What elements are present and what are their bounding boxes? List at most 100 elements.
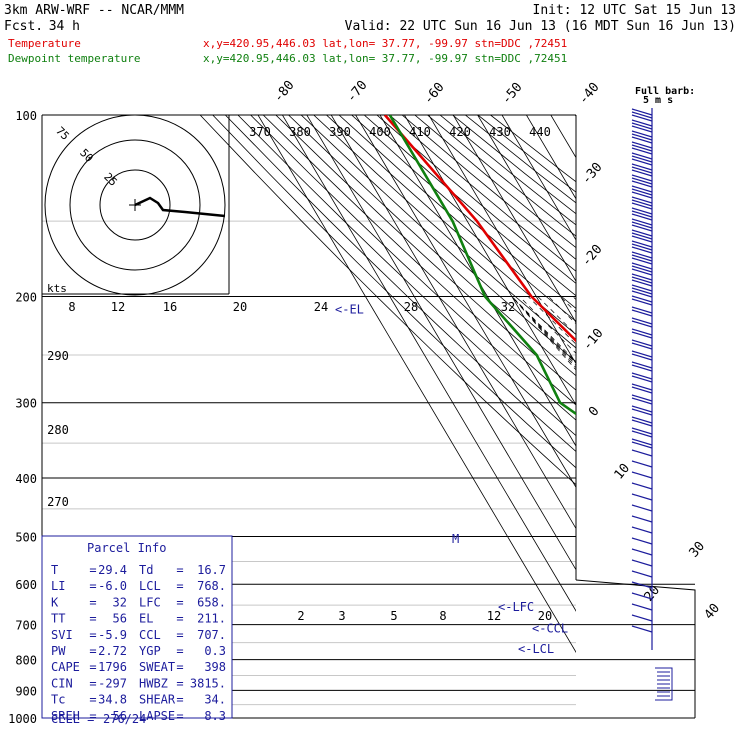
wind-barbs xyxy=(631,108,673,701)
parcel-label: CCL xyxy=(139,628,161,642)
isotherm xyxy=(403,115,576,406)
wind-barb xyxy=(631,515,653,523)
wind-barb xyxy=(631,526,653,534)
hodo-ring-label: 75 xyxy=(53,124,72,143)
dry-adiabat xyxy=(490,115,576,183)
moist-adiabat xyxy=(511,296,576,371)
wind-barb xyxy=(631,196,653,204)
wind-barb xyxy=(631,441,653,449)
wind-barb xyxy=(631,114,653,122)
wind-barb xyxy=(631,438,653,446)
wind-barb xyxy=(631,125,653,133)
wind-barb xyxy=(631,268,653,276)
dry-adiabat xyxy=(401,115,576,260)
init-time: Init: 12 UTC Sat 15 Jun 13 xyxy=(533,3,737,18)
annotation-m: M xyxy=(452,532,459,546)
parcel-value: 34. xyxy=(204,693,226,707)
parcel-value: 2.72 xyxy=(98,644,127,658)
parcel-value: 56 xyxy=(113,612,127,626)
parcel-value: 29.4 xyxy=(98,563,127,577)
parcel-value: 211. xyxy=(197,612,226,626)
isotherm-label: 30 xyxy=(687,539,709,561)
parcel-equals: = xyxy=(89,563,96,577)
wind-barb xyxy=(631,207,653,215)
parcel-value: 16.7 xyxy=(197,563,226,577)
wind-barb xyxy=(631,581,653,589)
wind-barb xyxy=(631,383,653,391)
wind-barb xyxy=(631,284,653,292)
parcel-label: SHEAR xyxy=(139,693,176,707)
cell-label: CELL = xyxy=(51,712,94,726)
pressure-tick-label: 1000 xyxy=(8,712,37,726)
parcel-value: 3815. xyxy=(190,676,226,690)
parcel-label: Td xyxy=(139,563,153,577)
moist-adiabat xyxy=(511,296,576,367)
wind-barb xyxy=(631,119,653,127)
wind-barb xyxy=(631,202,653,210)
wind-barb xyxy=(631,141,653,149)
wind-barb xyxy=(631,350,653,358)
wind-barb xyxy=(631,243,653,251)
pressure-tick-label: 900 xyxy=(15,684,37,698)
dry-adiabat xyxy=(452,115,576,215)
dry-adiabat xyxy=(477,115,576,193)
parcel-info-panel: Parcel Info T 29.4 Td 16.7 = = LI -6.0 LCL 768. = =… xyxy=(41,535,233,726)
wind-barb xyxy=(631,306,653,314)
parcel-label: K xyxy=(51,595,59,609)
wind-barb xyxy=(631,430,653,438)
wind-scale-label: Full barb: xyxy=(635,86,695,97)
wind-barb xyxy=(631,394,653,402)
speed-tick-label: 16 xyxy=(163,300,177,314)
parcel-info-title: Parcel Info xyxy=(87,541,166,555)
parcel-value: 707. xyxy=(197,628,226,642)
annotation-lcl: <-LCL xyxy=(518,642,554,656)
pressure-tick-label: 300 xyxy=(15,397,37,411)
isotherm xyxy=(477,115,576,283)
dry-adiabat xyxy=(262,115,576,406)
wind-barb xyxy=(631,254,653,262)
temperature-line xyxy=(383,115,576,343)
parcel-equals: = xyxy=(89,579,96,593)
wind-barb xyxy=(631,147,653,155)
pressure-tick-label: 100 xyxy=(15,109,37,123)
wind-barb xyxy=(631,295,653,303)
level-annotations: <-EL <-LFC <-CCL <-LCL M xyxy=(335,302,568,656)
wind-barb xyxy=(631,592,653,600)
wind-barb xyxy=(631,372,653,380)
wind-barb xyxy=(631,246,653,254)
wind-barb xyxy=(631,130,653,138)
wind-barb xyxy=(631,235,653,243)
moist-adiabat xyxy=(511,296,576,369)
parcel-value: 658. xyxy=(197,595,226,609)
wind-barb xyxy=(631,229,653,237)
theta-label: 430 xyxy=(489,125,511,139)
wind-barb xyxy=(631,504,653,512)
dry-adiabat xyxy=(237,115,576,437)
isotherm-label: -50 xyxy=(499,80,526,108)
parcel-equals: = xyxy=(89,693,96,707)
wind-barb xyxy=(631,386,653,394)
wind-barb xyxy=(631,144,653,152)
wind-barb xyxy=(631,353,653,361)
wind-barb xyxy=(631,276,653,284)
speed-tick-label: 8 xyxy=(68,300,75,314)
parcel-label: T xyxy=(51,563,58,577)
pressure-tick-label: 800 xyxy=(15,654,37,668)
pressure-tick-label: 400 xyxy=(15,472,37,486)
parcel-value: -6.0 xyxy=(98,579,127,593)
wind-barb xyxy=(631,309,653,317)
wind-barb xyxy=(631,158,653,166)
mixing-ratio-label: 12 xyxy=(487,609,501,623)
hodo-kts-label: kts xyxy=(47,282,67,295)
wind-barb xyxy=(631,559,653,567)
wind-barb xyxy=(631,331,653,339)
parcel-label: YGP xyxy=(139,644,161,658)
dry-adiabat xyxy=(363,115,576,297)
wind-barb xyxy=(631,570,653,578)
speed-tick-label: 28 xyxy=(404,300,418,314)
speed-tick-label: 20 xyxy=(233,300,247,314)
wind-barb xyxy=(631,111,653,119)
isotherm-label: 40 xyxy=(702,601,724,623)
parcel-value: 768. xyxy=(197,579,226,593)
